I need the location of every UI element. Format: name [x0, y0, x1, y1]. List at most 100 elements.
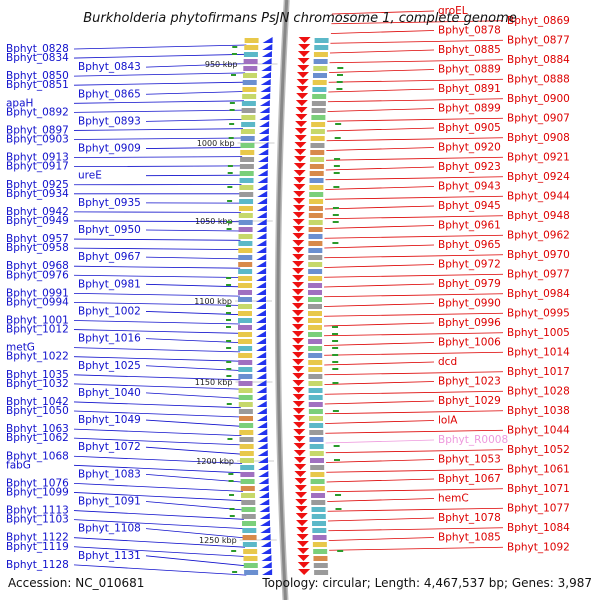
- gene-function-block: [309, 164, 324, 169]
- gc-skew-mark: [332, 207, 339, 209]
- left-connector-line: [73, 109, 244, 113]
- gc-skew-mark: [227, 186, 233, 188]
- reverse-gene-arrow: [295, 492, 308, 498]
- kbp-tick-label: 950 kbp: [205, 60, 238, 69]
- left-gene-label: Bphyt_1001: [6, 315, 69, 327]
- gene-function-block: [308, 374, 323, 379]
- gene-function-block: [238, 234, 253, 239]
- gene-features: [225, 37, 344, 575]
- gc-skew-mark: [227, 165, 233, 167]
- gene-function-block: [308, 346, 323, 351]
- forward-gene-arrow: [257, 422, 268, 428]
- right-gene-label: Bphyt_0979: [438, 278, 501, 290]
- right-connector-line: [324, 332, 504, 337]
- gene-function-block: [242, 542, 257, 547]
- gene-function-block: [314, 45, 329, 50]
- gene-function-block: [308, 409, 323, 414]
- reverse-gene-arrow: [298, 37, 311, 43]
- reverse-gene-arrow: [292, 394, 305, 400]
- kbp-tick-label: 1200 kbp: [196, 457, 234, 466]
- reverse-gene-arrow: [296, 520, 309, 526]
- gc-skew-mark: [226, 347, 232, 349]
- gene-function-block: [310, 129, 325, 134]
- reverse-gene-arrow: [293, 191, 306, 197]
- left-gene-label: Bphyt_1016: [78, 333, 141, 345]
- left-gene-label: Bphyt_0968: [6, 260, 69, 272]
- gene-function-block: [313, 52, 328, 57]
- right-connector-line: [326, 478, 435, 483]
- right-gene-label: Bphyt_1053: [438, 454, 501, 466]
- right-gene-label: Bphyt_1092: [507, 541, 570, 553]
- right-connector-line: [326, 156, 504, 161]
- gene-function-block: [308, 402, 323, 407]
- right-connector-line: [327, 507, 504, 512]
- right-connector-line: [324, 410, 504, 415]
- reverse-gene-arrow: [293, 177, 306, 183]
- gene-function-block: [307, 318, 322, 323]
- reverse-gene-arrow: [293, 422, 306, 428]
- forward-gene-arrow: [258, 471, 269, 477]
- right-connector-line: [325, 439, 435, 444]
- right-connector-line: [324, 400, 435, 405]
- gc-skew-mark: [333, 172, 340, 174]
- left-connector-line: [73, 137, 243, 140]
- right-gene-label: Bphyt_0921: [507, 151, 570, 163]
- gc-skew-mark: [332, 354, 339, 356]
- forward-gene-arrow: [256, 275, 267, 281]
- right-gene-label: Bphyt_0920: [438, 142, 501, 154]
- gene-function-block: [312, 80, 327, 85]
- gene-function-block: [310, 465, 325, 470]
- forward-gene-arrow: [256, 261, 267, 267]
- right-gene-label: Bphyt_1006: [438, 337, 501, 349]
- forward-gene-arrow: [255, 310, 266, 316]
- forward-gene-arrow: [262, 569, 273, 575]
- left-gene-label: Bphyt_1063: [6, 423, 69, 435]
- gene-function-block: [239, 458, 254, 463]
- reverse-gene-arrow: [292, 345, 305, 351]
- left-gene-label: Bphyt_1108: [78, 523, 141, 535]
- gene-function-block: [312, 542, 327, 547]
- forward-gene-arrow: [260, 520, 271, 526]
- forward-gene-arrow: [258, 149, 269, 155]
- left-connector-line: [145, 338, 241, 343]
- right-connector-line: [324, 244, 435, 249]
- right-gene-label: Bphyt_0990: [438, 298, 501, 310]
- forward-gene-arrow: [256, 345, 267, 351]
- left-gene-label: Bphyt_0828: [6, 43, 69, 55]
- left-gene-label: Bphyt_1122: [6, 532, 69, 544]
- gc-skew-mark: [332, 361, 339, 363]
- left-gene-label: Bphyt_0958: [6, 242, 69, 254]
- gene-function-block: [239, 171, 254, 176]
- left-connector-line: [145, 91, 245, 95]
- gene-function-block: [239, 437, 254, 442]
- right-gene-label: Bphyt_0899: [438, 103, 501, 115]
- reverse-gene-arrow: [292, 331, 305, 337]
- right-gene-label: Bphyt_0878: [438, 25, 501, 37]
- gene-function-block: [310, 143, 325, 148]
- left-connector-line: [73, 519, 245, 529]
- left-connector-line: [145, 311, 241, 316]
- forward-gene-arrow: [257, 436, 268, 442]
- right-connector-line: [328, 78, 504, 83]
- gene-function-block: [313, 563, 328, 568]
- left-gene-label: Bphyt_1012: [6, 324, 69, 336]
- left-connector-line: [73, 428, 242, 436]
- gene-function-block: [242, 521, 257, 526]
- gene-function-block: [240, 465, 255, 470]
- forward-gene-arrow: [260, 541, 271, 547]
- left-connector-line: [145, 63, 246, 68]
- right-connector-line: [326, 147, 435, 151]
- gene-function-block: [309, 192, 324, 197]
- left-connector-line: [73, 211, 241, 213]
- gene-function-block: [241, 115, 256, 120]
- reverse-gene-arrow: [292, 247, 305, 253]
- reverse-gene-arrow: [294, 471, 307, 477]
- gene-function-block: [238, 339, 253, 344]
- gene-function-block: [310, 472, 325, 477]
- right-gene-label: Bphyt_0944: [507, 190, 570, 202]
- right-gene-label: Bphyt_R0008: [438, 434, 508, 446]
- gene-function-block: [241, 507, 256, 512]
- right-gene-label: Bphyt_0884: [507, 54, 570, 66]
- gene-function-block: [243, 73, 258, 78]
- forward-gene-arrow: [256, 226, 267, 232]
